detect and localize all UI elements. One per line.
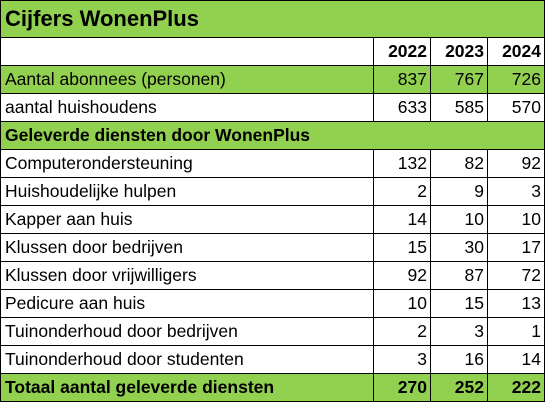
row-label[interactable]: aantal huishoudens (0, 93, 374, 122)
header-empty-cell[interactable] (0, 37, 374, 66)
table-row: Klussen door vrijwilligers 92 87 72 (0, 261, 545, 290)
cell-value[interactable]: 1 (487, 317, 545, 346)
cell-value[interactable]: 10 (373, 289, 431, 318)
total-row: Totaal aantal geleverde diensten 270 252… (0, 373, 545, 402)
cell-value[interactable]: 92 (373, 261, 431, 290)
total-value[interactable]: 252 (430, 373, 488, 402)
table-row: Klussen door bedrijven 15 30 17 (0, 233, 545, 262)
service-rows: Computerondersteuning 132 82 92 Huishoudelij… (0, 149, 545, 374)
row-label[interactable]: Tuinonderhoud door studenten (0, 345, 374, 374)
cell-value[interactable]: 2 (373, 317, 431, 346)
year-header-2023[interactable]: 2023 (430, 37, 488, 66)
cell-value[interactable]: 633 (373, 93, 431, 122)
cell-value[interactable]: 10 (487, 205, 545, 234)
cell-value[interactable]: 15 (373, 233, 431, 262)
year-header-2022[interactable]: 2022 (373, 37, 431, 66)
cell-value[interactable]: 726 (487, 65, 545, 94)
table-row: Huishoudelijke hulpen 2 9 3 (0, 177, 545, 206)
cell-value[interactable]: 14 (487, 345, 545, 374)
cell-value[interactable]: 14 (373, 205, 431, 234)
total-label[interactable]: Totaal aantal geleverde diensten (0, 373, 374, 402)
cell-value[interactable]: 9 (430, 177, 488, 206)
row-label[interactable]: Computerondersteuning (0, 149, 374, 178)
cell-value[interactable]: 585 (430, 93, 488, 122)
cell-value[interactable]: 30 (430, 233, 488, 262)
subscribers-row: Aantal abonnees (personen) 837 767 726 (0, 65, 545, 94)
table-row: Pedicure aan huis 10 15 13 (0, 289, 545, 318)
cell-value[interactable]: 837 (373, 65, 431, 94)
row-label[interactable]: Huishoudelijke hulpen (0, 177, 374, 206)
section-header-row: Geleverde diensten door WonenPlus (0, 121, 545, 150)
cell-value[interactable]: 82 (430, 149, 488, 178)
row-label[interactable]: Tuinonderhoud door bedrijven (0, 317, 374, 346)
table-row: Kapper aan huis 14 10 10 (0, 205, 545, 234)
households-row: aantal huishoudens 633 585 570 (0, 93, 545, 122)
table-title[interactable]: Cijfers WonenPlus (0, 0, 545, 38)
section-header[interactable]: Geleverde diensten door WonenPlus (0, 121, 545, 150)
cell-value[interactable]: 72 (487, 261, 545, 290)
total-value[interactable]: 270 (373, 373, 431, 402)
cell-value[interactable]: 3 (487, 177, 545, 206)
cell-value[interactable]: 2 (373, 177, 431, 206)
row-label[interactable]: Klussen door bedrijven (0, 233, 374, 262)
table-row: Tuinonderhoud door studenten 3 16 14 (0, 345, 545, 374)
cell-value[interactable]: 570 (487, 93, 545, 122)
row-label[interactable]: Aantal abonnees (personen) (0, 65, 374, 94)
year-header-2024[interactable]: 2024 (487, 37, 545, 66)
cell-value[interactable]: 87 (430, 261, 488, 290)
cell-value[interactable]: 3 (430, 317, 488, 346)
table-row: Tuinonderhoud door bedrijven 2 3 1 (0, 317, 545, 346)
cell-value[interactable]: 16 (430, 345, 488, 374)
table-row: Computerondersteuning 132 82 92 (0, 149, 545, 178)
cell-value[interactable]: 3 (373, 345, 431, 374)
row-label[interactable]: Pedicure aan huis (0, 289, 374, 318)
title-row: Cijfers WonenPlus (0, 0, 545, 38)
cell-value[interactable]: 767 (430, 65, 488, 94)
row-label[interactable]: Kapper aan huis (0, 205, 374, 234)
total-value[interactable]: 222 (487, 373, 545, 402)
cell-value[interactable]: 132 (373, 149, 431, 178)
year-header-row: 2022 2023 2024 (0, 37, 545, 66)
row-label[interactable]: Klussen door vrijwilligers (0, 261, 374, 290)
cell-value[interactable]: 10 (430, 205, 488, 234)
cell-value[interactable]: 13 (487, 289, 545, 318)
cell-value[interactable]: 17 (487, 233, 545, 262)
cell-value[interactable]: 15 (430, 289, 488, 318)
cell-value[interactable]: 92 (487, 149, 545, 178)
